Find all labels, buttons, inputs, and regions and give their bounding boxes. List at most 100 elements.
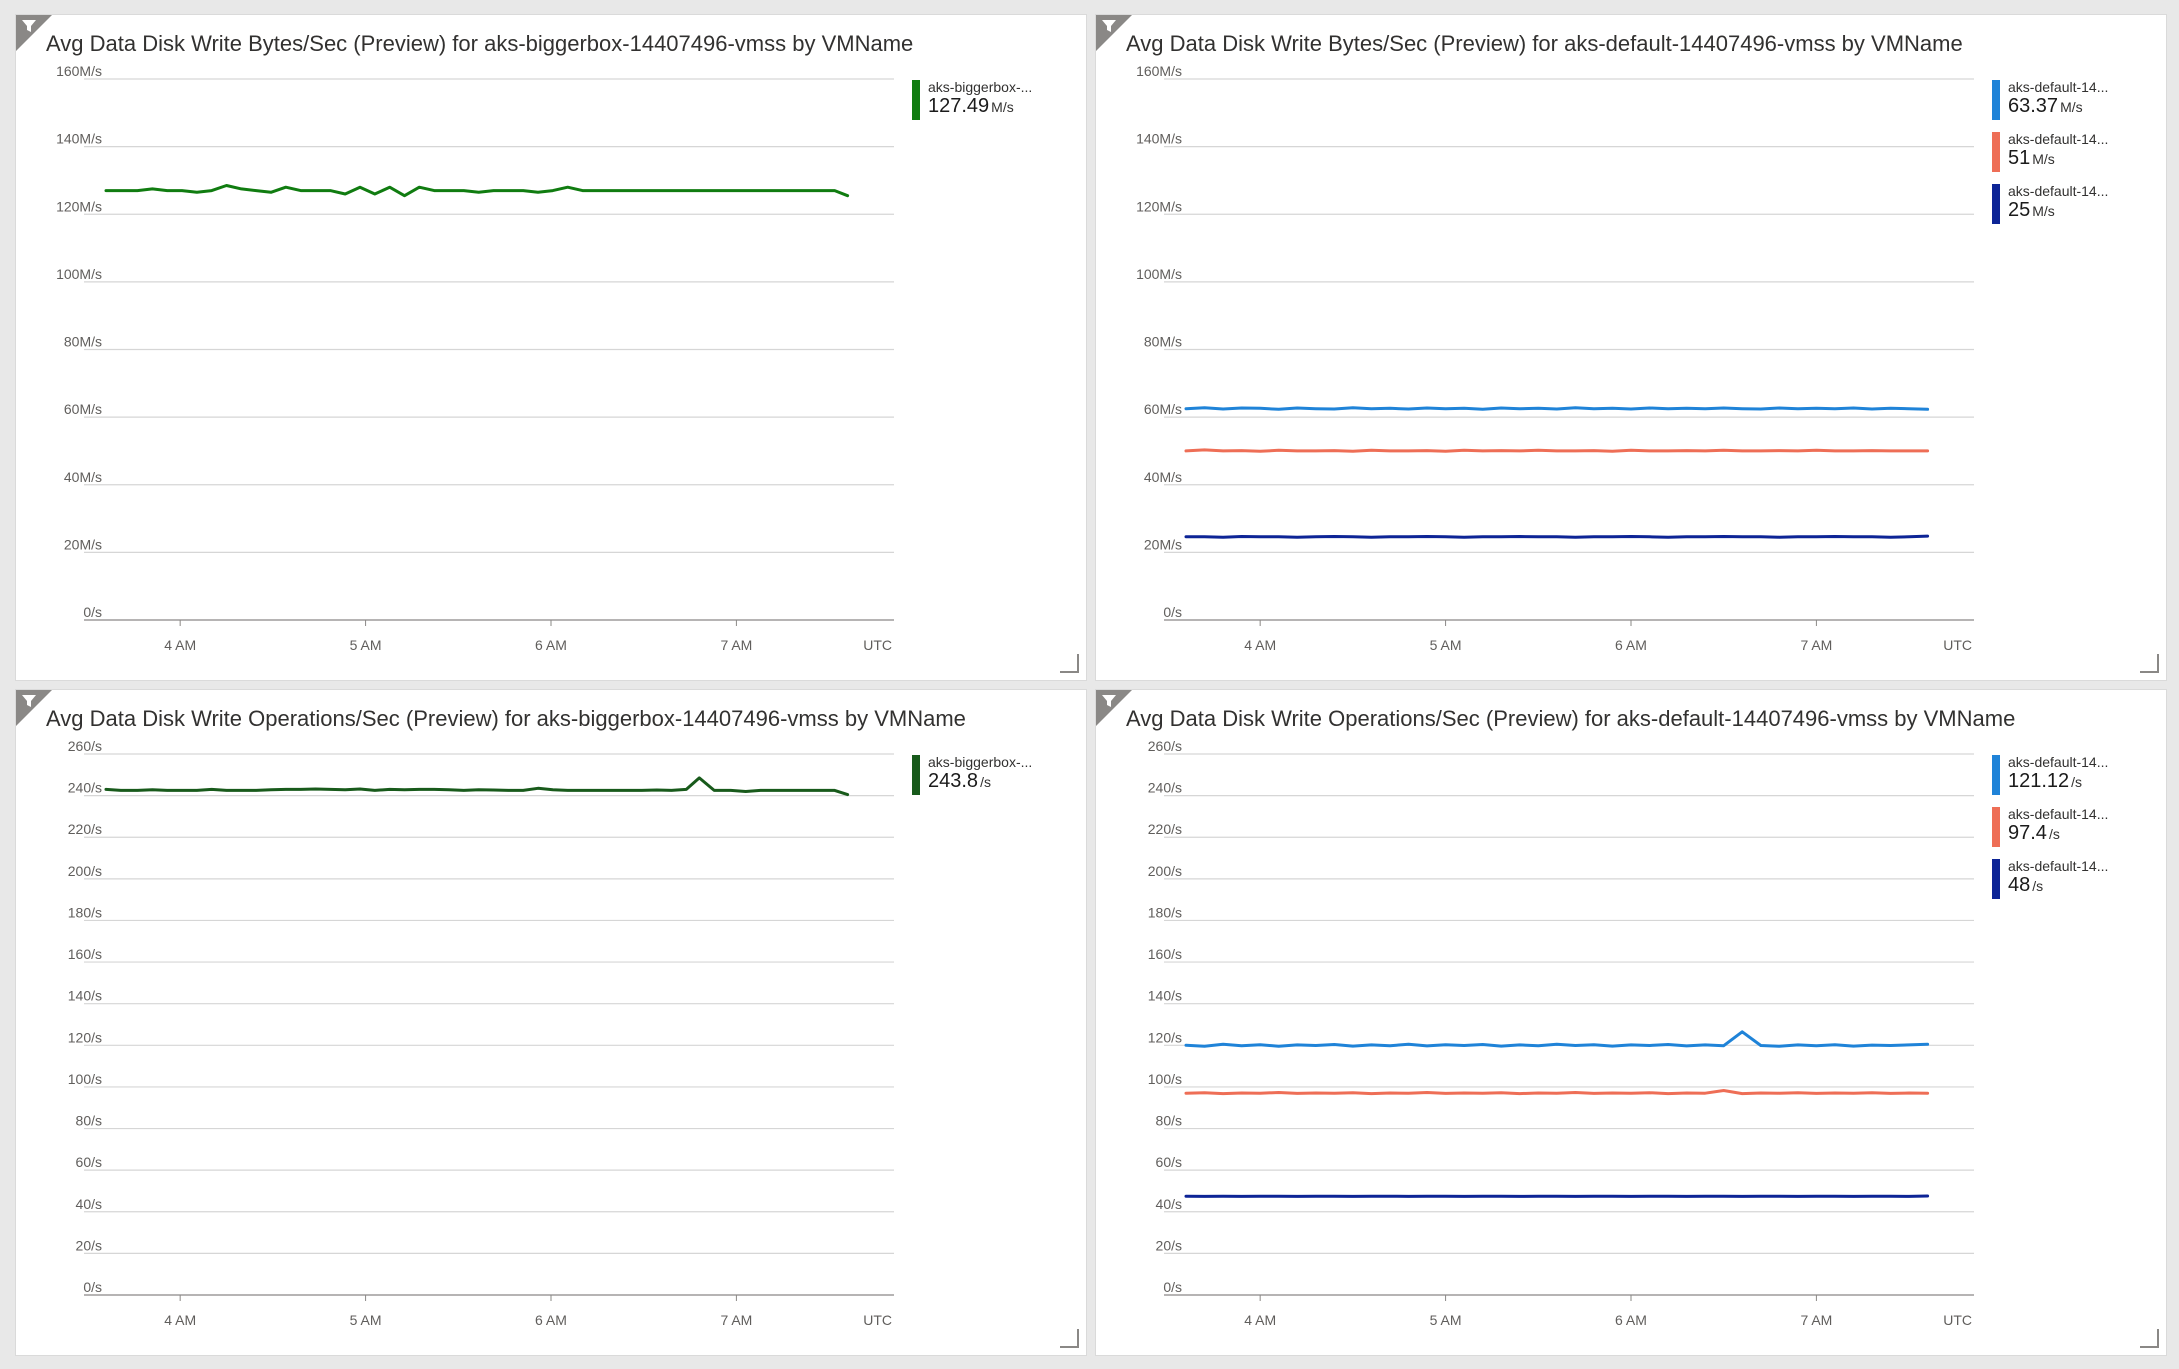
y-tick-label: 140/s [1148, 988, 1182, 1004]
series-line[interactable] [104, 776, 850, 797]
resize-handle-icon[interactable] [1058, 1327, 1080, 1349]
timezone-label: UTC [863, 1312, 892, 1328]
series-line[interactable] [1184, 1089, 1930, 1096]
filter-icon[interactable] [1096, 15, 1132, 51]
legend-series-unit: M/s [2032, 151, 2055, 167]
filter-icon[interactable] [1096, 690, 1132, 726]
timezone-label: UTC [1943, 1312, 1972, 1328]
legend-series-unit: M/s [2060, 99, 2083, 115]
resize-handle-icon[interactable] [2138, 652, 2160, 674]
y-tick-label: 0/s [1163, 604, 1182, 620]
chart-tile[interactable]: Avg Data Disk Write Bytes/Sec (Preview) … [15, 14, 1087, 681]
resize-handle-icon[interactable] [1058, 652, 1080, 674]
y-tick-label: 20/s [1156, 1237, 1182, 1253]
legend-series-unit: /s [2071, 774, 2083, 790]
legend-series-unit: M/s [2032, 203, 2055, 219]
legend-swatch [1992, 184, 2000, 224]
filter-icon[interactable] [16, 690, 52, 726]
line-chart[interactable]: 0/s 20M/s 40M/s 60M/s 80M/s 100M/s 120M/s 140M/… [1096, 15, 2168, 682]
legend-item[interactable]: aks-default-14... 48/s [1992, 858, 2108, 910]
y-tick-label: 120M/s [1136, 198, 1182, 214]
y-tick-label: 160/s [1148, 946, 1182, 962]
y-tick-label: 60/s [1156, 1154, 1182, 1170]
series-line[interactable] [1184, 448, 1930, 453]
chart-title: Avg Data Disk Write Operations/Sec (Prev… [46, 706, 966, 731]
series-line[interactable] [104, 184, 850, 198]
y-tick-label: 100/s [68, 1071, 102, 1087]
resize-handle-icon[interactable] [2138, 1327, 2160, 1349]
y-tick-label: 60M/s [64, 401, 102, 417]
y-tick-label: 180/s [1148, 904, 1182, 920]
legend-series-name: aks-default-14... [2008, 183, 2109, 199]
legend-series-value: 243.8 [928, 770, 979, 792]
x-tick-label: 7 AM [1800, 1312, 1832, 1328]
y-tick-label: 20M/s [1144, 536, 1182, 552]
y-tick-label: 80M/s [1144, 334, 1182, 350]
series-line[interactable] [1184, 406, 1930, 411]
legend-swatch [912, 755, 920, 795]
filter-icon[interactable] [16, 15, 52, 51]
legend-series-value: 121.12 [2008, 770, 2070, 792]
y-tick-label: 160M/s [1136, 63, 1182, 79]
legend-item[interactable]: aks-biggerbox-... 127.49 M/s [912, 79, 1032, 131]
x-tick-label: 7 AM [720, 1312, 752, 1328]
chart-tile[interactable]: Avg Data Disk Write Operations/Sec (Prev… [1095, 689, 2167, 1356]
x-tick-label: 7 AM [1800, 637, 1832, 653]
line-chart[interactable]: 0/s 20/s 40/s 60/s 80/s 100/s 120/s 140/s 160/s 1… [16, 690, 1088, 1357]
x-tick-label: 5 AM [1430, 637, 1462, 653]
legend-item[interactable]: aks-default-14... 51 M/s [1992, 131, 2108, 183]
chart-title: Avg Data Disk Write Bytes/Sec (Preview) … [1126, 31, 1963, 56]
y-tick-label: 120/s [68, 1029, 102, 1045]
y-tick-label: 160/s [68, 946, 102, 962]
y-tick-label: 40M/s [1144, 469, 1182, 485]
legend-series-name: aks-default-14... [2008, 806, 2109, 822]
y-tick-label: 140/s [68, 988, 102, 1004]
legend: aks-default-14... 63.37 M/s aks-default-1… [1992, 79, 2108, 235]
y-tick-label: 120M/s [56, 198, 102, 214]
line-chart[interactable]: 0/s 20M/s 40M/s 60M/s 80M/s 100M/s 120M/s 140M/… [16, 15, 1088, 682]
y-tick-label: 260/s [68, 738, 102, 754]
legend-series-name: aks-default-14... [2008, 858, 2109, 874]
timezone-label: UTC [863, 637, 892, 653]
y-tick-label: 260/s [1148, 738, 1182, 754]
y-tick-label: 0/s [83, 1279, 102, 1295]
series-line[interactable] [1184, 1030, 1930, 1048]
y-tick-label: 240/s [1148, 780, 1182, 796]
legend-series-value: 48 [2008, 874, 2031, 896]
legend-series-name: aks-biggerbox-... [928, 754, 1033, 770]
legend-item[interactable]: aks-default-14... 121.12/s [1992, 754, 2108, 806]
y-tick-label: 80M/s [64, 334, 102, 350]
x-tick-label: 4 AM [164, 1312, 196, 1328]
legend-item[interactable]: aks-default-14... 63.37 M/s [1992, 79, 2108, 131]
x-tick-label: 5 AM [350, 637, 382, 653]
legend-item[interactable]: aks-default-14... 97.4/s [1992, 806, 2108, 858]
chart-tile[interactable]: Avg Data Disk Write Operations/Sec (Prev… [15, 689, 1087, 1356]
legend-series-unit: /s [2032, 878, 2044, 894]
x-tick-label: 4 AM [164, 637, 196, 653]
legend-swatch [1992, 755, 2000, 795]
y-tick-label: 20/s [76, 1237, 102, 1253]
x-tick-label: 4 AM [1244, 1312, 1276, 1328]
legend-item[interactable]: aks-default-14... 25 M/s [1992, 183, 2108, 235]
legend-swatch [1992, 80, 2000, 120]
x-tick-label: 6 AM [1615, 1312, 1647, 1328]
legend-swatch [1992, 132, 2000, 172]
chart-title: Avg Data Disk Write Bytes/Sec (Preview) … [46, 31, 914, 56]
x-tick-label: 5 AM [1430, 1312, 1462, 1328]
y-tick-label: 40M/s [64, 469, 102, 485]
series-line[interactable] [1184, 534, 1930, 539]
x-tick-label: 7 AM [720, 637, 752, 653]
y-tick-label: 60M/s [1144, 401, 1182, 417]
timezone-label: UTC [1943, 637, 1972, 653]
legend-series-value: 63.37 [2008, 95, 2059, 117]
legend-series-name: aks-biggerbox-... [928, 79, 1033, 95]
x-tick-label: 6 AM [1615, 637, 1647, 653]
legend-series-name: aks-default-14... [2008, 754, 2109, 770]
line-chart[interactable]: 0/s 20/s 40/s 60/s 80/s 100/s 120/s 140/s 160/s 1… [1096, 690, 2168, 1357]
y-tick-label: 20M/s [64, 536, 102, 552]
y-tick-label: 100/s [1148, 1071, 1182, 1087]
chart-tile[interactable]: Avg Data Disk Write Bytes/Sec (Preview) … [1095, 14, 2167, 681]
y-tick-label: 120/s [1148, 1029, 1182, 1045]
legend-item[interactable]: aks-biggerbox-... 243.8/s [912, 754, 1032, 806]
y-tick-label: 140M/s [56, 131, 102, 147]
